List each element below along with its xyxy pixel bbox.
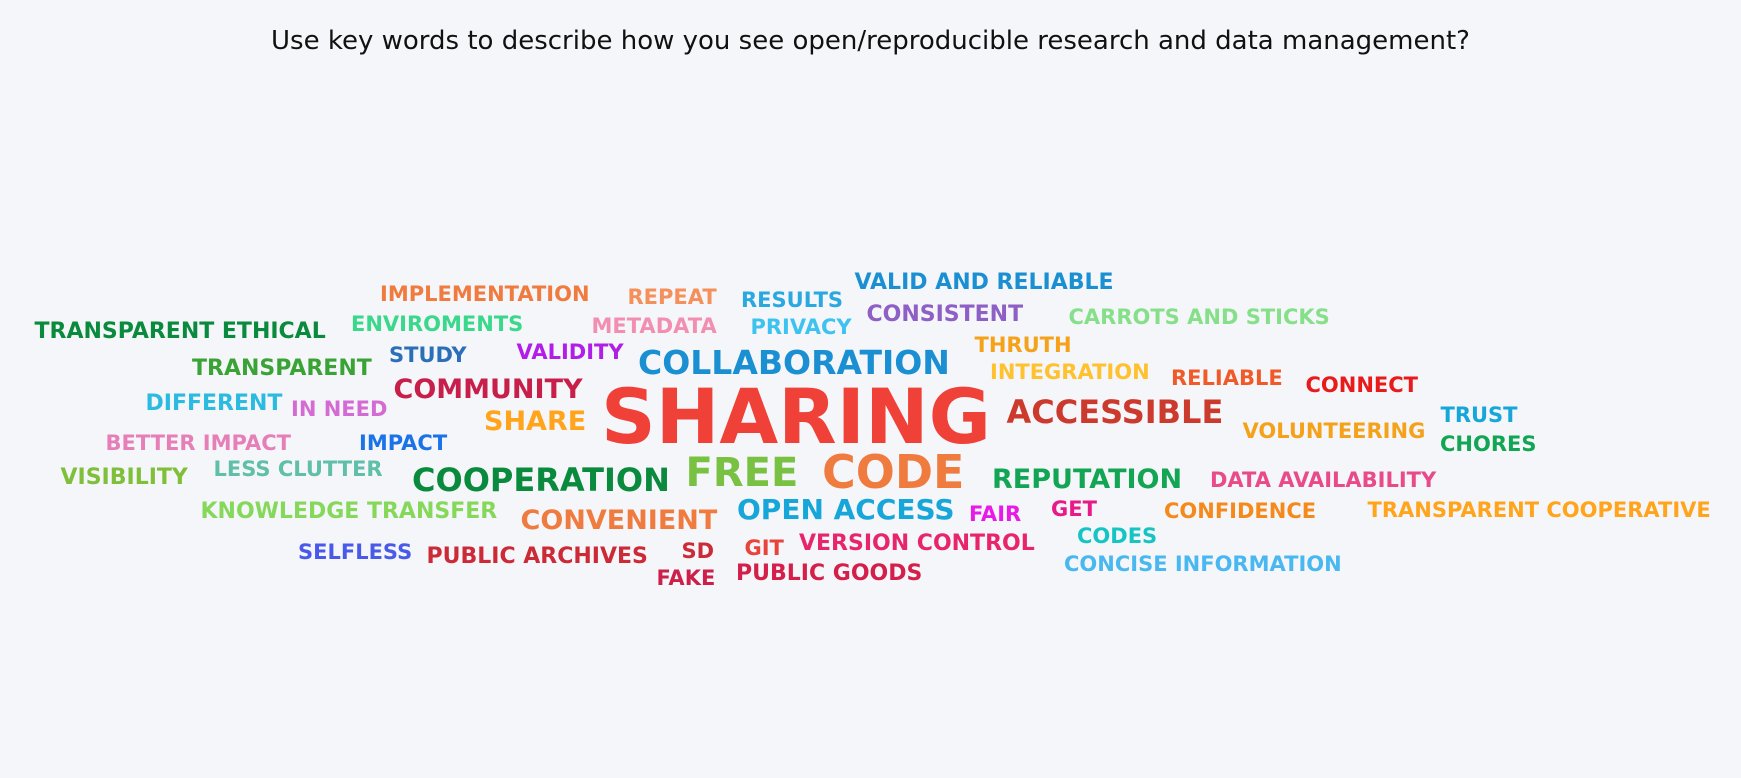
word-privacy: PRIVACY [750, 314, 852, 339]
word-share: SHARE [484, 405, 587, 437]
word-consistent: CONSISTENT [866, 302, 1024, 327]
word-open-access: OPEN ACCESS [737, 493, 955, 526]
word-sharing: SHARING [601, 372, 991, 461]
word-version-control: VERSION CONTROL [799, 531, 1035, 556]
word-reputation: REPUTATION [992, 463, 1183, 495]
word-thruth: THRUTH [974, 332, 1072, 357]
word-carrots-and-sticks: CARROTS AND STICKS [1068, 304, 1330, 329]
word-git: GIT [744, 535, 784, 560]
word-get: GET [1051, 496, 1097, 521]
word-selfless: SELFLESS [298, 539, 413, 564]
word-accessible: ACCESSIBLE [1006, 393, 1224, 431]
word-community: COMMUNITY [393, 373, 583, 405]
word-fair: FAIR [969, 501, 1022, 526]
word-volunteering: VOLUNTEERING [1242, 418, 1426, 443]
word-transparent-ethical: TRANSPARENT ETHICAL [34, 319, 326, 344]
word-better-impact: BETTER IMPACT [105, 430, 291, 455]
word-validity: VALIDITY [516, 339, 624, 364]
word-convenient: CONVENIENT [520, 504, 718, 536]
word-impact: IMPACT [359, 430, 448, 455]
word-collaboration: COLLABORATION [638, 342, 950, 382]
word-knowledge-transfer: KNOWLEDGE TRANSFER [200, 499, 498, 524]
word-implementation: IMPLEMENTATION [380, 281, 590, 306]
word-sd: SD [681, 538, 715, 563]
word-metadata: METADATA [591, 313, 717, 338]
word-data-availability: DATA AVAILABILITY [1210, 467, 1437, 492]
word-chores: CHORES [1440, 431, 1537, 456]
word-cooperation: COOPERATION [412, 461, 670, 499]
word-integration: INTEGRATION [990, 359, 1150, 384]
word-code: CODE [822, 445, 965, 499]
word-in-need: IN NEED [291, 396, 388, 421]
word-less-clutter: LESS CLUTTER [213, 456, 383, 481]
word-concise-information: CONCISE INFORMATION [1064, 551, 1342, 576]
word-different: DIFFERENT [145, 391, 283, 416]
word-transparent-cooperative: TRANSPARENT COOPERATIVE [1367, 497, 1711, 522]
word-visibility: VISIBILITY [60, 465, 188, 490]
word-confidence: CONFIDENCE [1164, 498, 1317, 523]
word-free: FREE [685, 450, 799, 496]
word-reliable: RELIABLE [1171, 365, 1283, 390]
word-results: RESULTS [741, 287, 844, 312]
word-repeat: REPEAT [627, 284, 717, 309]
word-fake: FAKE [656, 565, 716, 590]
question-title: Use key words to describe how you see op… [271, 26, 1470, 56]
word-study: STUDY [389, 342, 467, 367]
word-transparent: TRANSPARENT [192, 356, 372, 381]
word-connect: CONNECT [1305, 372, 1419, 397]
word-valid-and-reliable: VALID AND RELIABLE [854, 270, 1114, 295]
word-trust: TRUST [1440, 402, 1518, 427]
word-enviroments: ENVIROMENTS [351, 311, 524, 336]
word-public-goods: PUBLIC GOODS [736, 561, 923, 586]
word-public-archives: PUBLIC ARCHIVES [426, 544, 648, 569]
word-codes: CODES [1077, 523, 1158, 548]
